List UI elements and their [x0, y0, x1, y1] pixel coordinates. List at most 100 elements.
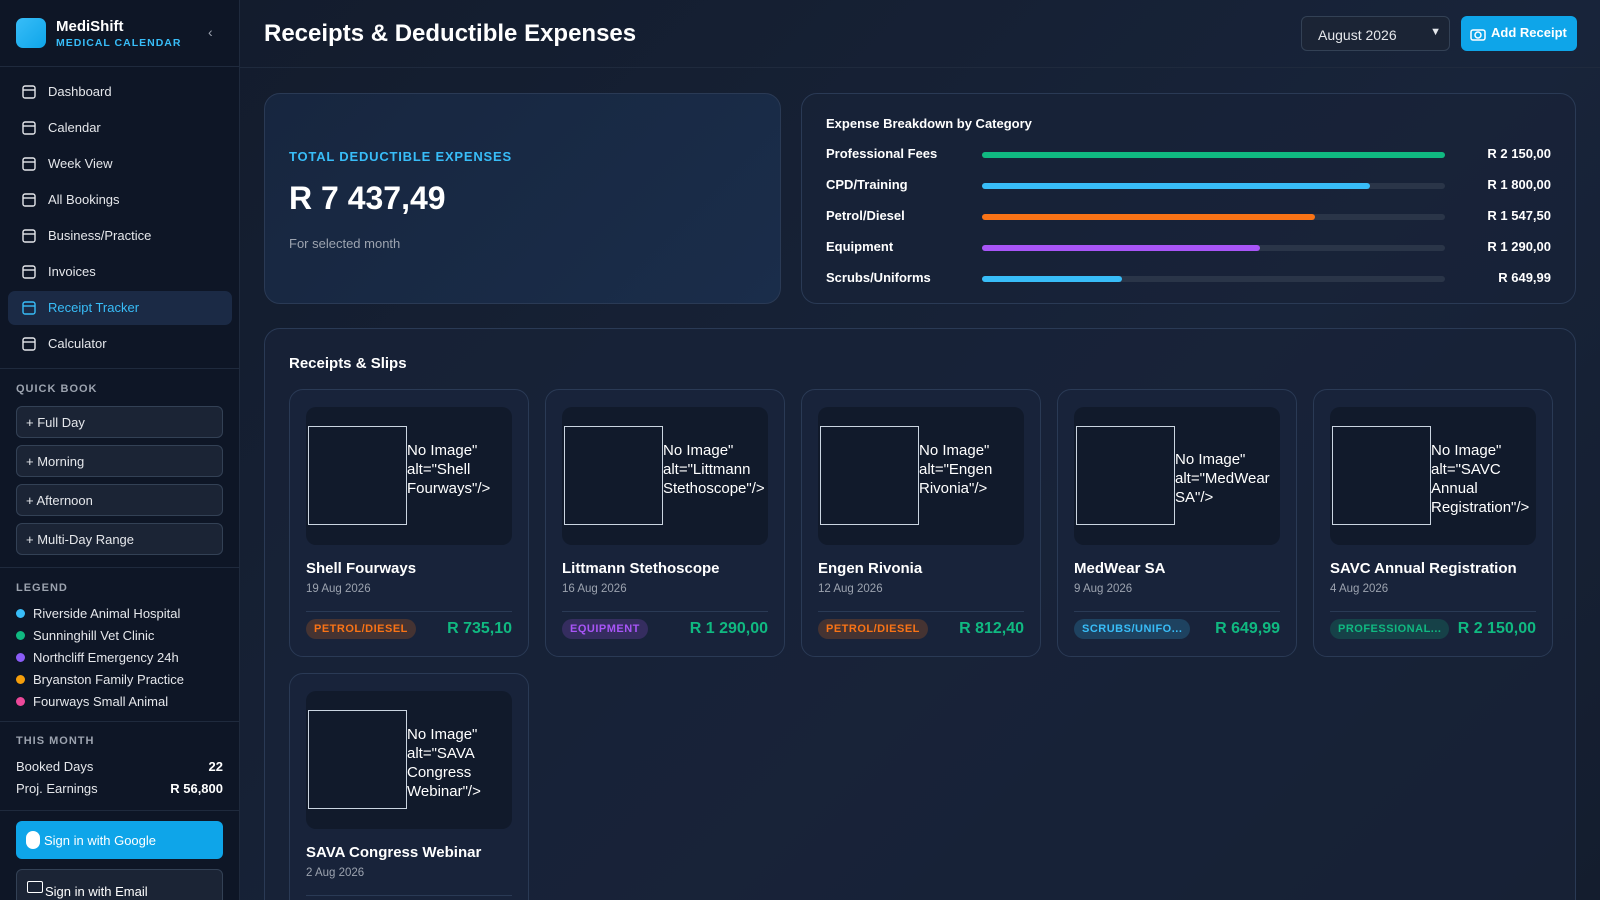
- legend-label: Riverside Animal Hospital: [33, 606, 181, 621]
- legend-label: Northcliff Emergency 24h: [33, 650, 179, 665]
- broken-image: [820, 426, 919, 525]
- category-label: Scrubs/Uniforms: [826, 270, 931, 285]
- receipt-date: 16 Aug 2026: [562, 583, 627, 595]
- receipt-image: No Image" alt="SAVA Congress Webinar"/>: [306, 691, 512, 829]
- quick-book-button[interactable]: + Full Day: [16, 406, 223, 438]
- divider: [306, 611, 512, 612]
- brand-tagline: MEDICAL CALENDAR: [56, 37, 182, 49]
- image-alt-text: No Image" alt="Engen Rivonia"/>: [919, 442, 993, 497]
- nav-icon: [22, 229, 36, 243]
- divider: [562, 611, 768, 612]
- nav-label: All Bookings: [48, 192, 120, 207]
- category-label: Equipment: [826, 239, 894, 254]
- sidebar: MediShift MEDICAL CALENDAR ‹ Dashboard Ca…: [0, 0, 240, 900]
- receipt-date: 19 Aug 2026: [306, 583, 371, 595]
- receipt-card[interactable]: No Image" alt="MedWear SA"/> MedWear SA 9 …: [1057, 389, 1297, 657]
- legend-label: Fourways Small Animal: [33, 694, 169, 709]
- bar-track: [982, 214, 1445, 220]
- breakdown-card: Expense Breakdown by Category Profession…: [801, 93, 1576, 304]
- nav-label: Calendar: [48, 120, 101, 135]
- receipt-image: No Image" alt="Littmann Stethoscope"/>: [562, 407, 768, 545]
- nav-icon: [22, 85, 36, 99]
- receipt-amount: R 735,10: [447, 620, 512, 637]
- quick-book-button[interactable]: + Morning: [16, 445, 223, 477]
- legend-dot: [16, 609, 25, 618]
- receipts-title: Receipts & Slips: [289, 355, 407, 372]
- receipt-amount: R 812,40: [959, 620, 1024, 637]
- stat-label: Proj. Earnings: [16, 781, 98, 796]
- legend-item: Sunninghill Vet Clinic: [16, 628, 154, 643]
- legend-item: Fourways Small Animal: [16, 694, 168, 709]
- google-icon: [26, 831, 40, 849]
- nav-item[interactable]: Receipt Tracker: [8, 291, 232, 325]
- nav-label: Week View: [48, 156, 113, 171]
- legend-label: Bryanston Family Practice: [33, 672, 184, 687]
- bar-track: [982, 183, 1445, 189]
- nav-item[interactable]: Dashboard: [8, 75, 232, 109]
- section-title: QUICK BOOK: [16, 383, 98, 395]
- nav-item[interactable]: Calendar: [8, 111, 232, 145]
- nav-item[interactable]: Calculator: [8, 327, 232, 361]
- receipt-card[interactable]: No Image" alt="SAVA Congress Webinar"/> S…: [289, 673, 529, 900]
- bar: [982, 276, 1122, 282]
- nav-item[interactable]: Business/Practice: [8, 219, 232, 253]
- nav-label: Dashboard: [48, 84, 112, 99]
- receipt-name: Engen Rivonia: [818, 560, 923, 577]
- receipt-image: No Image" alt="Shell Fourways"/>: [306, 407, 512, 545]
- month-stat: Proj. Earnings R 56,800: [16, 781, 223, 796]
- email-sign-in[interactable]: Sign in with Email: [16, 869, 223, 900]
- divider: [1074, 611, 1280, 612]
- image-alt-text: No Image" alt="SAVC Annual Registration"…: [1431, 442, 1530, 516]
- nav-icon: [22, 193, 36, 207]
- add-receipt-button[interactable]: Add Receipt: [1461, 16, 1577, 51]
- bar-track: [982, 152, 1445, 158]
- nav-item[interactable]: Week View: [8, 147, 232, 181]
- bar: [982, 183, 1370, 189]
- receipt-card[interactable]: No Image" alt="Engen Rivonia"/> Engen Riv…: [801, 389, 1041, 657]
- nav-label: Receipt Tracker: [48, 300, 140, 315]
- stat-value: R 56,800: [170, 781, 223, 796]
- category-badge: PETROL/DIESEL: [818, 619, 928, 639]
- receipt-date: 9 Aug 2026: [1074, 583, 1133, 595]
- main: Receipts & Deductible Expenses August 20…: [240, 0, 1600, 900]
- receipt-card[interactable]: No Image" alt="Littmann Stethoscope"/> Li…: [545, 389, 785, 657]
- nav-icon: [22, 301, 36, 315]
- section-title: LEGEND: [16, 582, 68, 594]
- receipt-amount: R 649,99: [1215, 620, 1280, 637]
- quick-book-button[interactable]: + Afternoon: [16, 484, 223, 516]
- camera-icon: [1470, 29, 1486, 41]
- divider: [306, 895, 512, 896]
- image-alt-text: No Image" alt="MedWear SA"/>: [1175, 451, 1270, 506]
- receipt-card[interactable]: No Image" alt="Shell Fourways"/> Shell Fo…: [289, 389, 529, 657]
- nav-item[interactable]: All Bookings: [8, 183, 232, 217]
- receipt-name: MedWear SA: [1074, 560, 1166, 577]
- mail-icon: [27, 881, 43, 893]
- category-amount: R 1 547,50: [1487, 208, 1551, 223]
- breakdown-title: Expense Breakdown by Category: [826, 116, 1032, 131]
- quick-book-button[interactable]: + Multi-Day Range: [16, 523, 223, 555]
- month-select[interactable]: August 2026 ▼: [1301, 16, 1450, 51]
- nav-item[interactable]: Invoices: [8, 255, 232, 289]
- legend-item: Northcliff Emergency 24h: [16, 650, 179, 665]
- bar: [982, 214, 1316, 220]
- summary-card: TOTAL DEDUCTIBLE EXPENSES R 7 437,49 For…: [264, 93, 781, 304]
- receipts-section: Receipts & Slips No Image" alt="Shell Fo…: [264, 328, 1576, 900]
- receipt-amount: R 1 290,00: [689, 620, 768, 637]
- nav-label: Invoices: [48, 264, 96, 279]
- receipt-card[interactable]: No Image" alt="SAVC Annual Registration"…: [1313, 389, 1553, 657]
- receipt-amount: R 2 150,00: [1457, 620, 1536, 637]
- divider: [818, 611, 1024, 612]
- stat-value: 22: [208, 759, 223, 774]
- collapse-button[interactable]: ‹: [208, 24, 213, 40]
- legend-dot: [16, 675, 25, 684]
- category-amount: R 2 150,00: [1487, 146, 1551, 161]
- category-badge: PROFESSIONAL...: [1330, 619, 1450, 639]
- bar: [982, 152, 1445, 158]
- nav-label: Business/Practice: [48, 228, 152, 243]
- summary-note: For selected month: [289, 236, 401, 251]
- google-sign-in[interactable]: Sign in with Google: [16, 821, 223, 859]
- brand-name: MediShift: [56, 18, 124, 35]
- bar-track: [982, 245, 1445, 251]
- receipt-image: No Image" alt="SAVC Annual Registration"…: [1330, 407, 1536, 545]
- nav-label: Calculator: [48, 336, 107, 351]
